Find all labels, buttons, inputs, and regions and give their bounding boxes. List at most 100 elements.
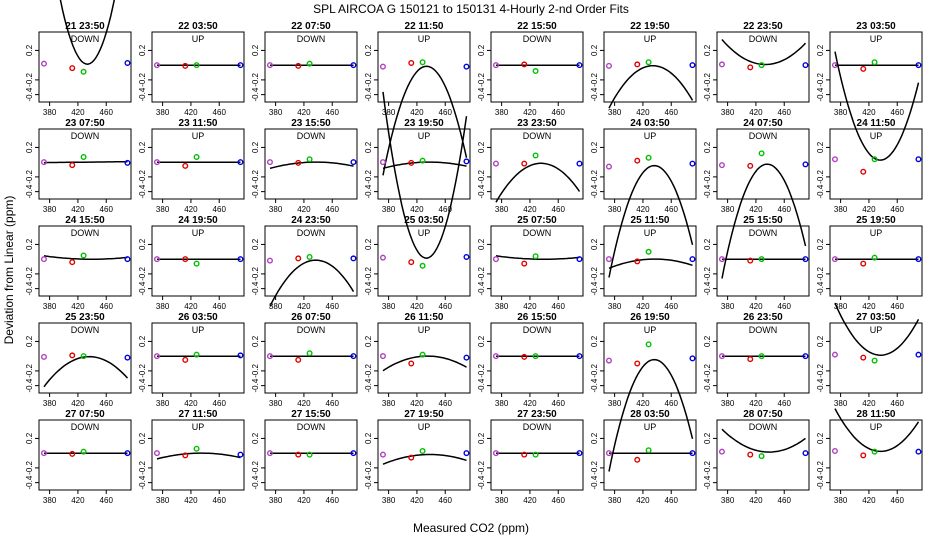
y-tick-label: -0.4	[251, 378, 260, 392]
x-tick-label: 460	[778, 496, 792, 505]
panel-frame	[377, 322, 471, 394]
point-high-standard	[576, 450, 583, 457]
x-tick-label: 380	[269, 108, 283, 117]
y-tick-label: 0.2	[590, 335, 599, 347]
point-mid-high-standard	[645, 248, 652, 255]
x-tick-label: 460	[213, 302, 227, 311]
y-tick-label: -0.4	[590, 475, 599, 489]
x-tick-label: 380	[721, 399, 735, 408]
y-tick-label: 0.2	[364, 141, 373, 153]
y-tick-label: -0.2	[251, 169, 260, 183]
panel: 27 11:50 UP -0.4-0.2 0.2 380 420 460	[138, 409, 245, 505]
x-tick-label: 380	[382, 399, 396, 408]
fit-curve	[269, 259, 355, 307]
x-axis-label: Measured CO2 (ppm)	[413, 521, 529, 535]
panel-frame	[377, 225, 471, 297]
point-low-standard	[153, 353, 160, 360]
point-low-standard	[153, 450, 160, 457]
point-mid-high-standard	[871, 156, 878, 163]
panel: 22 03:50 UP -0.4-0.2 0.2 380 420 460	[138, 21, 245, 117]
y-tick-label: -0.4	[477, 87, 486, 101]
x-tick-label: 420	[184, 108, 198, 117]
panel-direction-label: UP	[870, 325, 883, 335]
x-tick-label: 420	[71, 302, 85, 311]
panel-title: 24 19:50	[178, 215, 218, 226]
y-tick-label: 0.2	[25, 238, 34, 250]
x-tick-label: 380	[43, 205, 57, 214]
panel: 24 23:50 DOWN -0.4-0.2 0.2 380 420 460	[251, 215, 358, 311]
point-mid-low-standard	[860, 260, 867, 267]
point-mid-high-standard	[532, 68, 539, 75]
x-tick-label: 380	[608, 496, 622, 505]
point-high-standard	[689, 62, 696, 69]
panel: 27 23:50 DOWN -0.4-0.2 0.2 380 420 460	[477, 409, 584, 505]
point-low-standard	[40, 450, 47, 457]
panel-title: 28 11:50	[857, 409, 896, 420]
point-high-standard	[915, 156, 922, 163]
x-tick-label: 420	[71, 399, 85, 408]
point-mid-high-standard	[80, 153, 87, 160]
panel: 25 11:50 UP -0.4-0.2 0.2 380 420 460	[590, 215, 697, 311]
panel-direction-label: DOWN	[523, 325, 552, 335]
point-low-standard	[266, 159, 273, 166]
fit-curve	[495, 255, 580, 260]
point-mid-high-standard	[645, 59, 652, 66]
x-tick-label: 460	[891, 205, 905, 214]
panel-frame	[38, 31, 132, 103]
point-mid-low-standard	[521, 160, 528, 167]
point-mid-high-standard	[871, 59, 878, 66]
panel: 26 15:50 DOWN -0.4-0.2 0.2 380 420 460	[477, 312, 584, 408]
x-tick-label: 460	[891, 496, 905, 505]
point-mid-high-standard	[306, 60, 313, 67]
point-mid-high-standard	[80, 68, 87, 75]
panel-frame	[264, 322, 358, 394]
y-tick-label: -0.2	[590, 363, 599, 377]
y-tick-label: -0.2	[816, 460, 825, 474]
point-high-standard	[463, 253, 470, 260]
fit-curve	[382, 65, 468, 176]
panel-title: 27 11:50	[179, 409, 218, 420]
x-tick-label: 380	[721, 108, 735, 117]
panel-frame	[377, 31, 471, 103]
y-tick-label: -0.2	[138, 72, 147, 86]
panel-direction-label: DOWN	[523, 422, 552, 432]
y-tick-label: -0.2	[25, 460, 34, 474]
point-mid-high-standard	[871, 357, 878, 364]
panel-frame	[603, 322, 697, 394]
y-tick-label: -0.2	[703, 169, 712, 183]
point-mid-high-standard	[306, 350, 313, 357]
y-tick-label: -0.2	[25, 363, 34, 377]
panel-direction-label: DOWN	[71, 34, 100, 44]
x-tick-label: 380	[156, 399, 170, 408]
x-tick-label: 380	[43, 399, 57, 408]
panel-frame	[38, 128, 132, 200]
y-tick-label: -0.2	[816, 169, 825, 183]
y-tick-label: -0.2	[25, 266, 34, 280]
point-low-standard	[605, 163, 612, 170]
point-low-standard	[718, 61, 725, 68]
x-tick-label: 460	[100, 205, 114, 214]
panel: 23 07:50 DOWN -0.4-0.2 0.2 380 420 460	[25, 118, 132, 214]
y-tick-label: 0.2	[364, 44, 373, 56]
point-mid-low-standard	[182, 62, 189, 69]
point-mid-low-standard	[521, 451, 528, 458]
panel-title: 26 03:50	[178, 312, 218, 323]
panel-title: 25 03:50	[404, 215, 444, 226]
panel-title: 23 03:50	[856, 21, 896, 32]
panel: 25 23:50 DOWN -0.4-0.2 0.2 380 420 460	[25, 312, 132, 408]
point-mid-high-standard	[193, 445, 200, 452]
point-high-standard	[350, 159, 357, 166]
point-mid-low-standard	[521, 353, 528, 360]
panel-direction-label: UP	[418, 325, 431, 335]
x-tick-label: 460	[326, 205, 340, 214]
panel-direction-label: UP	[418, 34, 431, 44]
point-mid-high-standard	[80, 252, 87, 259]
panel-direction-label: DOWN	[749, 422, 778, 432]
panel-frame	[377, 128, 471, 200]
panel-title: 24 15:50	[65, 215, 105, 226]
point-low-standard	[379, 451, 386, 458]
point-high-standard	[124, 159, 131, 166]
x-tick-label: 380	[608, 302, 622, 311]
point-mid-high-standard	[758, 62, 765, 69]
point-low-standard	[40, 60, 47, 67]
